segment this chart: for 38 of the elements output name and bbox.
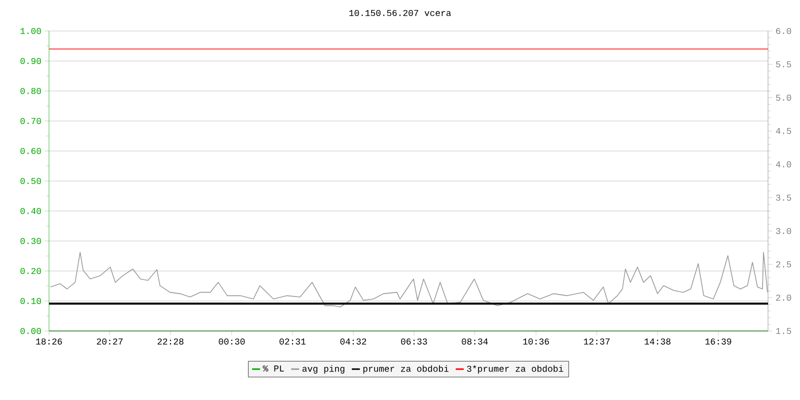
x-tick-label: 12:37 bbox=[584, 338, 610, 345]
x-tick-label: 18:26 bbox=[36, 338, 62, 345]
y-tick-label: 0.50 bbox=[20, 178, 41, 184]
legend-label: % PL bbox=[262, 365, 284, 372]
y2-tick-label: 3.5 bbox=[776, 194, 792, 201]
x-tick-label: 16:39 bbox=[705, 338, 732, 345]
y-tick-label: 0.30 bbox=[20, 238, 41, 244]
y2-tick-label: 5.5 bbox=[776, 61, 792, 68]
y2-tick-label: 6.0 bbox=[776, 28, 792, 34]
x-tick-label: 04:32 bbox=[340, 338, 366, 345]
y2-tick-label: 4.0 bbox=[776, 161, 792, 168]
y-tick-label: 0.10 bbox=[20, 298, 41, 304]
x-tick-label: 10:36 bbox=[523, 338, 549, 345]
y2-tick-label: 1.5 bbox=[776, 328, 792, 334]
x-tick-label: 20:27 bbox=[96, 338, 123, 345]
y-tick-label: 0.60 bbox=[20, 148, 41, 154]
y-tick-label: 0.20 bbox=[20, 268, 41, 274]
y-tick-label: 0.40 bbox=[20, 208, 41, 214]
legend-label: avg ping bbox=[302, 365, 344, 374]
x-tick-label: 14:38 bbox=[644, 338, 670, 345]
legend-label: 3*prumer za obdobi bbox=[467, 365, 564, 374]
legend-label: prumer za obdobi bbox=[363, 365, 449, 374]
y2-tick-label: 2.5 bbox=[776, 261, 792, 268]
x-tick-label: 02:31 bbox=[280, 338, 306, 345]
y2-tick-label: 4.5 bbox=[776, 128, 792, 134]
y-tick-label: 0.00 bbox=[20, 328, 41, 334]
y-tick-label: 0.90 bbox=[20, 58, 41, 64]
x-tick-label: 06:33 bbox=[401, 338, 427, 345]
y-tick-label: 1.00 bbox=[20, 28, 41, 34]
x-tick-label: 22:28 bbox=[158, 338, 184, 345]
x-tick-label: 08:34 bbox=[462, 338, 488, 345]
x-tick-label: 00:30 bbox=[218, 338, 245, 345]
y2-tick-label: 5.0 bbox=[776, 94, 792, 101]
chart-title: 10.150.56.207 vcera bbox=[349, 10, 451, 16]
y-tick-label: 0.80 bbox=[20, 88, 41, 94]
y-tick-label: 0.70 bbox=[20, 118, 41, 124]
y2-tick-label: 3.0 bbox=[776, 228, 792, 234]
y2-tick-label: 2.0 bbox=[776, 294, 792, 301]
